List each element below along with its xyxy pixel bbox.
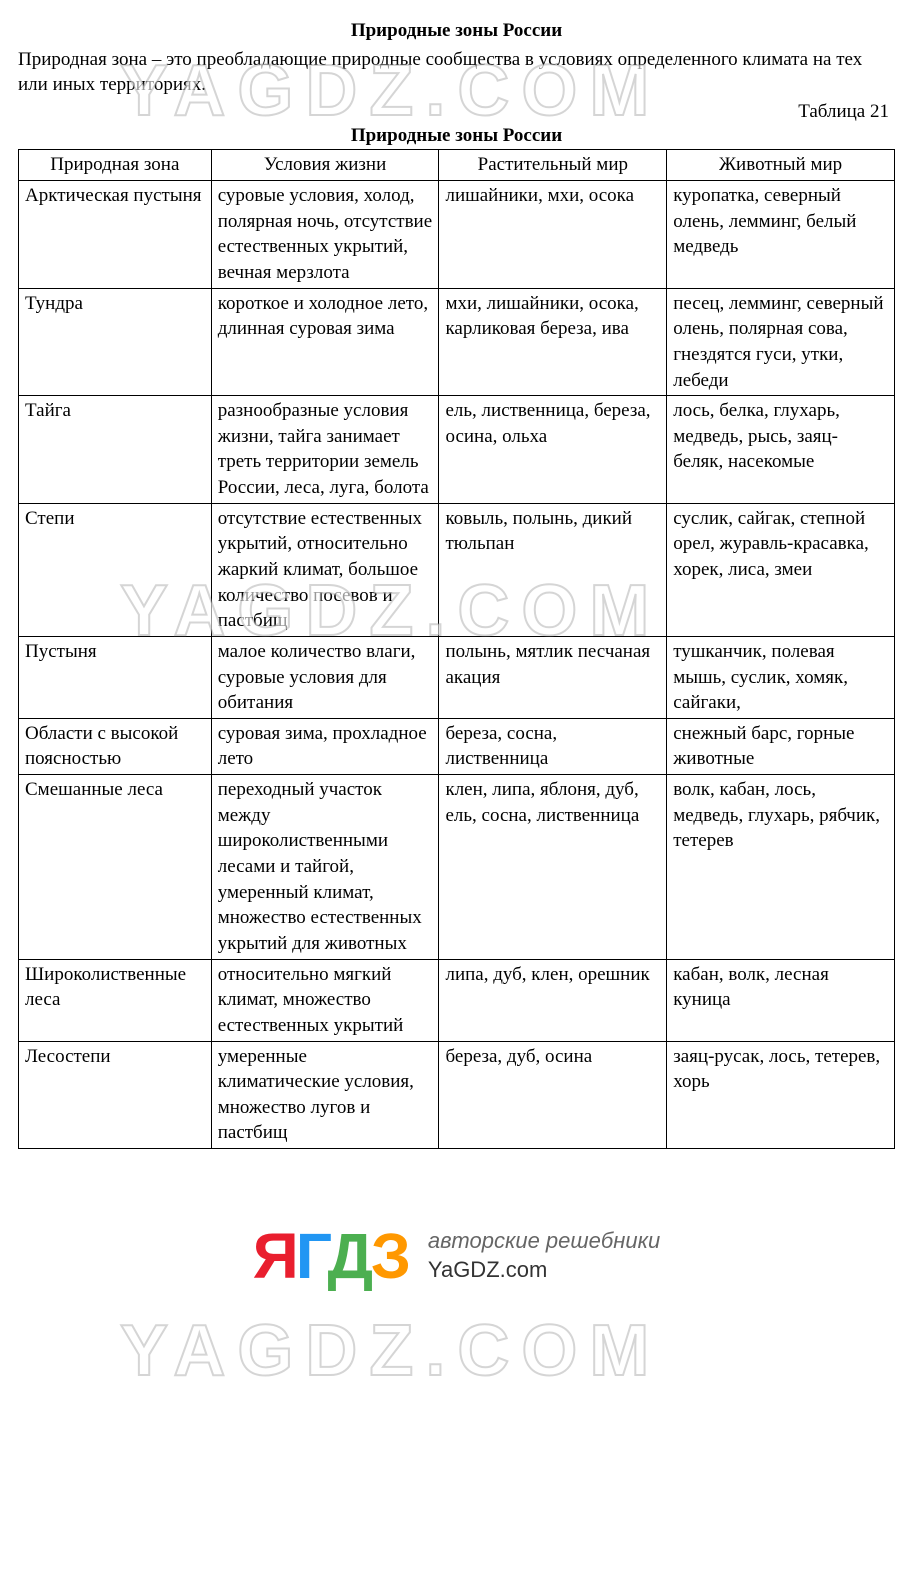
logo-letter-g: Г [296, 1220, 328, 1292]
cell-animals: заяц-русак, лось, тетерев, хорь [667, 1041, 895, 1149]
cell-conditions: короткое и холодное лето, длинная сурова… [211, 288, 439, 396]
cell-conditions: малое количество влаги, суровые условия … [211, 636, 439, 718]
table-row: Лесостепиумеренные климатические условия… [19, 1041, 895, 1149]
footer: ЯГДЗ авторские решебники YaGDZ.com [18, 1219, 895, 1293]
cell-plants: клен, липа, яблоня, дуб, ель, сосна, лис… [439, 775, 667, 959]
cell-zone: Арктическая пустыня [19, 181, 212, 289]
table-row: Тундракороткое и холодное лето, длинная … [19, 288, 895, 396]
cell-zone: Лесостепи [19, 1041, 212, 1149]
logo-letter-d: Д [327, 1220, 370, 1292]
header-zone: Природная зона [19, 150, 212, 181]
footer-tagline: авторские решебники [428, 1227, 660, 1256]
table-row: Степиотсутствие естественных укрытий, от… [19, 503, 895, 636]
cell-plants: береза, дуб, осина [439, 1041, 667, 1149]
cell-zone: Смешанные леса [19, 775, 212, 959]
zones-table: Природная зона Условия жизни Растительны… [18, 149, 895, 1149]
logo: ЯГДЗ [253, 1219, 408, 1293]
table-title: Природные зоны России [18, 125, 895, 147]
cell-plants: липа, дуб, клен, орешник [439, 959, 667, 1041]
cell-zone: Области с высокой поясностью [19, 718, 212, 774]
cell-animals: тушканчик, полевая мышь, суслик, хомяк, … [667, 636, 895, 718]
table-row: Арктическая пустынясуровые условия, холо… [19, 181, 895, 289]
cell-zone: Степи [19, 503, 212, 636]
definition-text: Природная зона – это преобладающие приро… [18, 48, 895, 97]
logo-letter-z: З [371, 1220, 408, 1292]
header-plants: Растительный мир [439, 150, 667, 181]
cell-conditions: разнообразные условия жизни, тайга заним… [211, 396, 439, 504]
cell-zone: Пустыня [19, 636, 212, 718]
cell-plants: полынь, мятлик песчаная акация [439, 636, 667, 718]
cell-conditions: переходный участок между широколиственны… [211, 775, 439, 959]
cell-plants: ель, лиственница, береза, осина, ольха [439, 396, 667, 504]
table-row: Пустынямалое количество влаги, суровые у… [19, 636, 895, 718]
cell-animals: снежный барс, горные животные [667, 718, 895, 774]
table-row: Тайгаразнообразные условия жизни, тайга … [19, 396, 895, 504]
cell-conditions: относительно мягкий климат, множество ес… [211, 959, 439, 1041]
table-row: Смешанные лесапереходный участок между ш… [19, 775, 895, 959]
footer-text: авторские решебники YaGDZ.com [428, 1227, 660, 1284]
cell-animals: песец, лемминг, северный олень, полярная… [667, 288, 895, 396]
cell-conditions: суровая зима, прохладное лето [211, 718, 439, 774]
cell-animals: волк, кабан, лось, медведь, глухарь, ряб… [667, 775, 895, 959]
cell-animals: кабан, волк, лесная куница [667, 959, 895, 1041]
cell-plants: мхи, лишайники, осока, карликовая береза… [439, 288, 667, 396]
table-number: Таблица 21 [18, 101, 895, 123]
cell-plants: лишайники, мхи, осока [439, 181, 667, 289]
watermark: YAGDZ.COM [120, 1310, 661, 1392]
cell-conditions: суровые условия, холод, полярная ночь, о… [211, 181, 439, 289]
page-title: Природные зоны России [18, 20, 895, 42]
table-row: Области с высокой поясностьюсуровая зима… [19, 718, 895, 774]
cell-animals: суслик, сайгак, степной орел, журавль-кр… [667, 503, 895, 636]
cell-conditions: отсутствие естественных укрытий, относит… [211, 503, 439, 636]
table-header-row: Природная зона Условия жизни Растительны… [19, 150, 895, 181]
header-animals: Животный мир [667, 150, 895, 181]
cell-zone: Тундра [19, 288, 212, 396]
header-conditions: Условия жизни [211, 150, 439, 181]
table-row: Широколиственные лесаотносительно мягкий… [19, 959, 895, 1041]
cell-zone: Широколиственные леса [19, 959, 212, 1041]
cell-animals: куропатка, северный олень, лемминг, белы… [667, 181, 895, 289]
logo-letter-ya: Я [253, 1220, 296, 1292]
cell-animals: лось, белка, глухарь, медведь, рысь, зая… [667, 396, 895, 504]
cell-plants: ковыль, полынь, дикий тюльпан [439, 503, 667, 636]
cell-zone: Тайга [19, 396, 212, 504]
cell-plants: береза, сосна, лиственница [439, 718, 667, 774]
footer-site: YaGDZ.com [428, 1256, 660, 1285]
cell-conditions: умеренные климатические условия, множест… [211, 1041, 439, 1149]
